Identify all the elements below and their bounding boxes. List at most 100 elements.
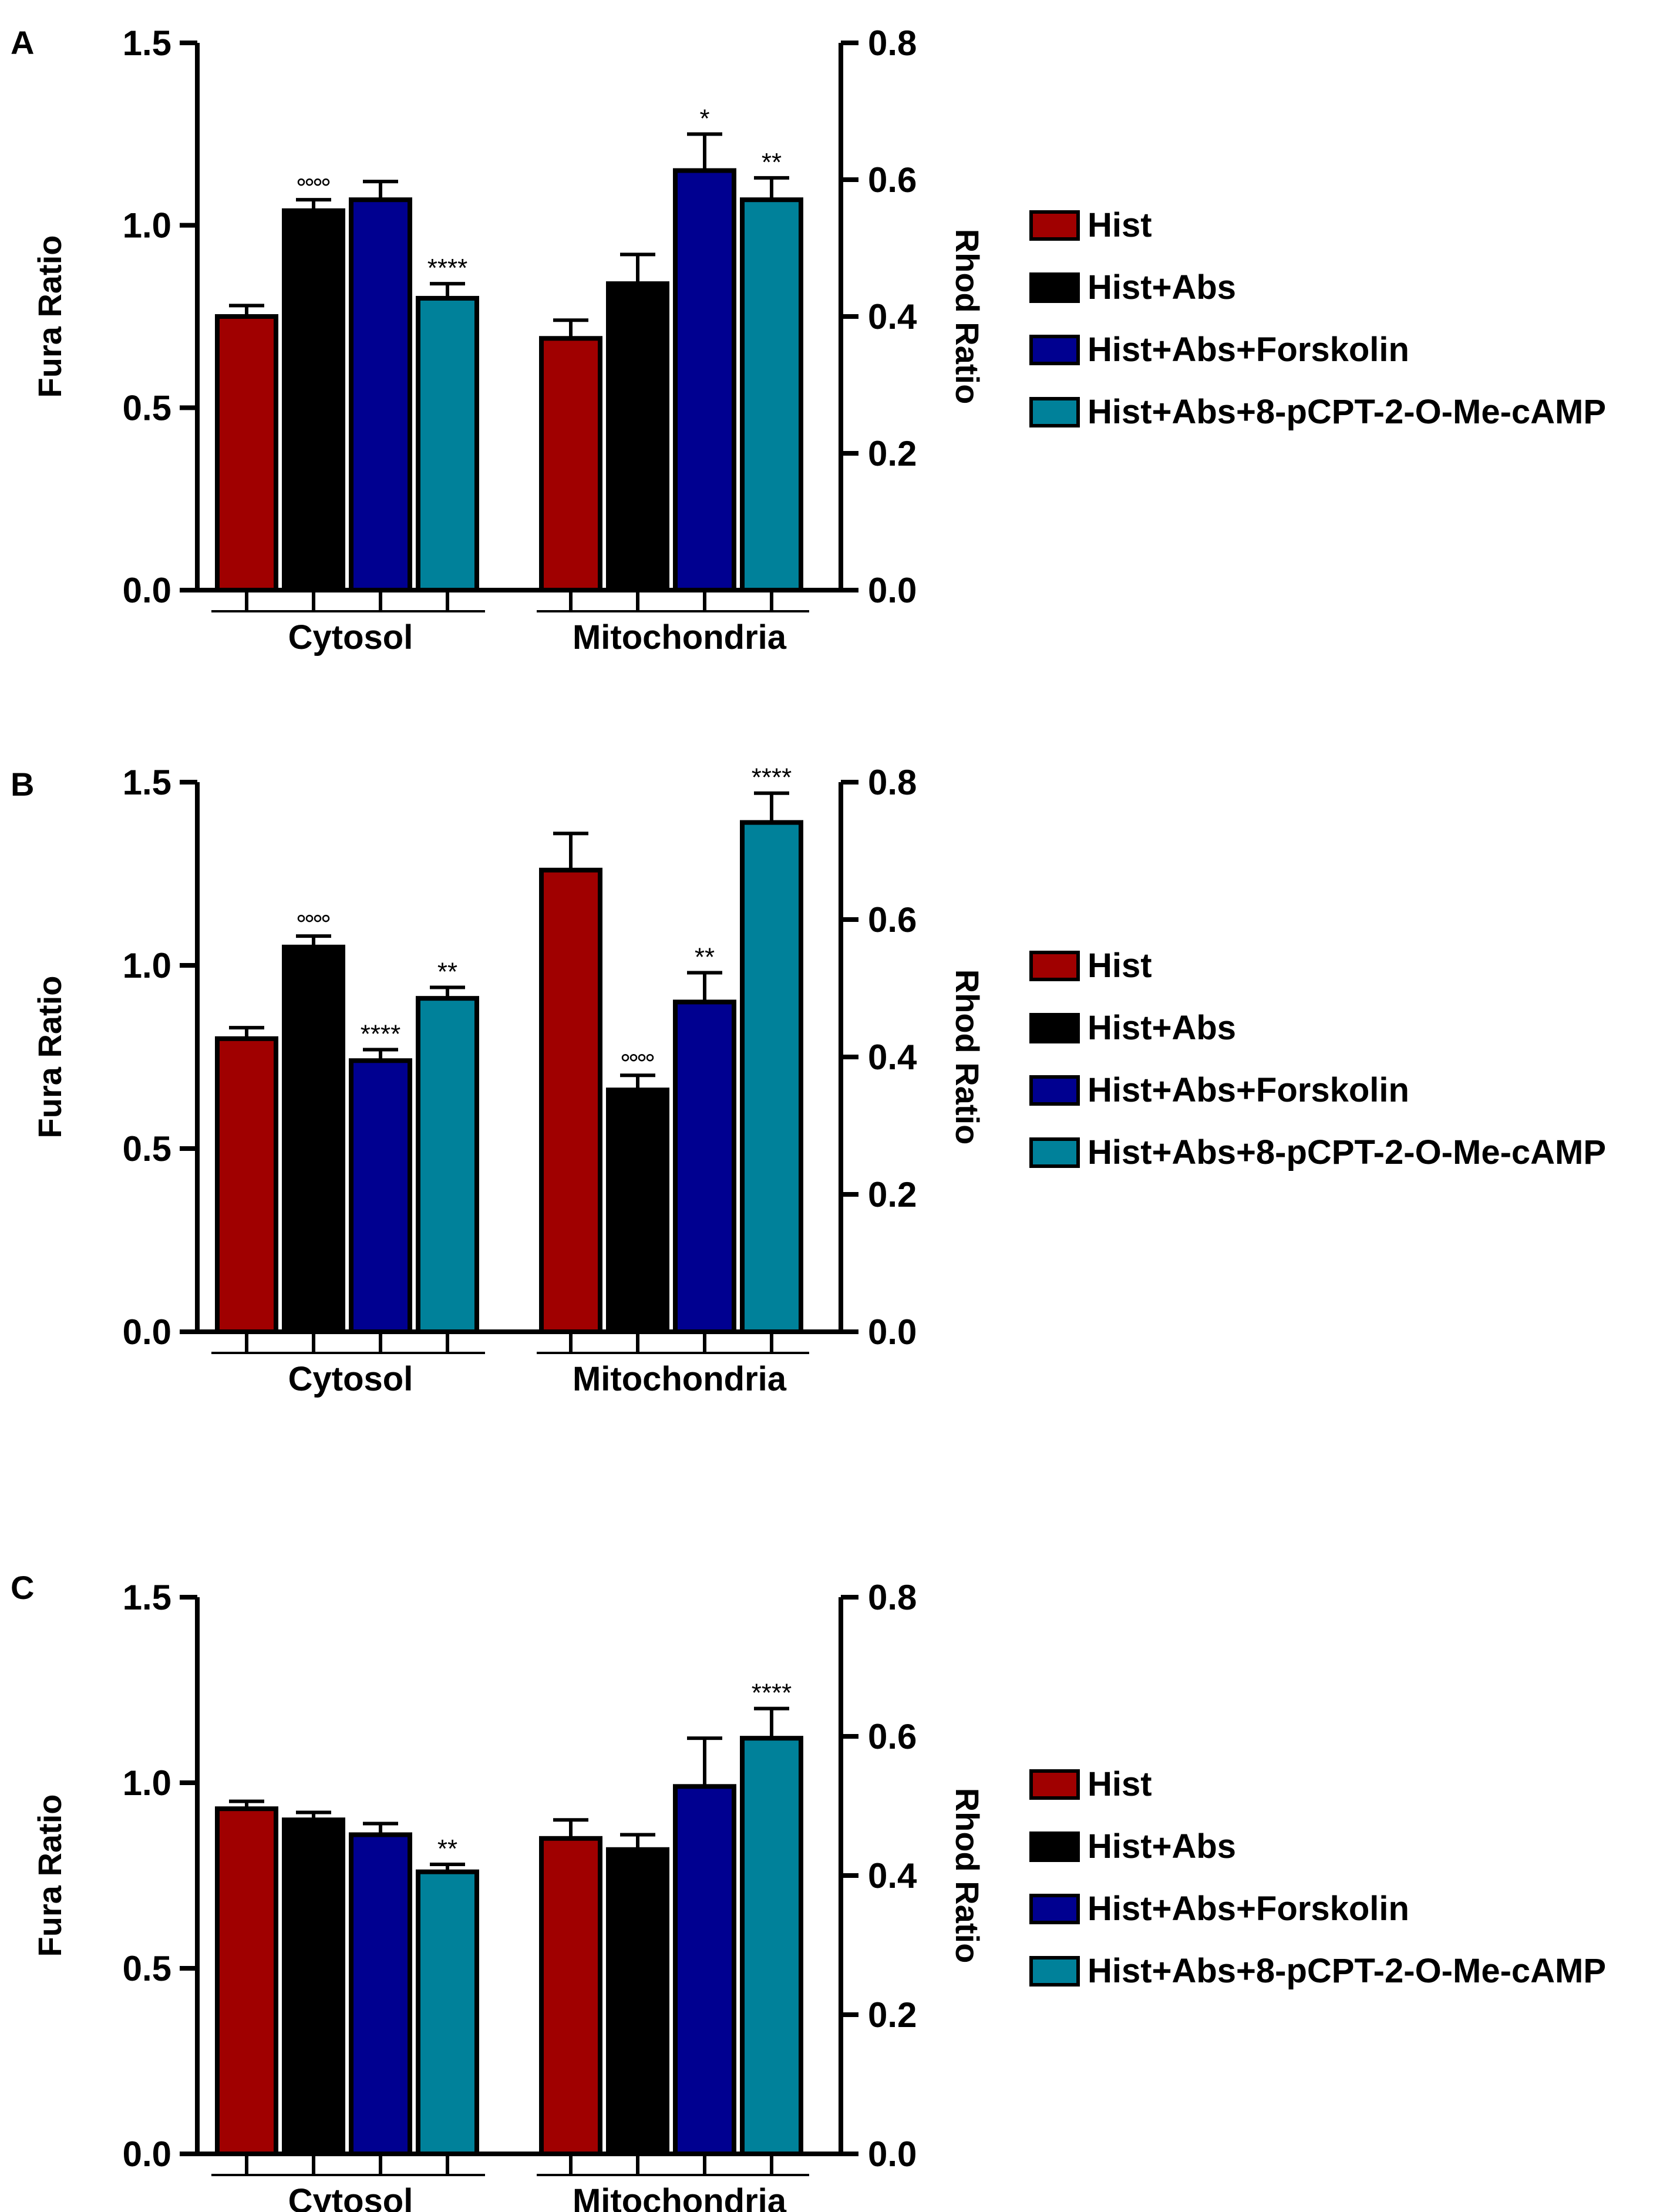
legend-swatch	[1029, 1769, 1080, 1800]
left-y-tick-label: 1.0	[123, 1763, 171, 1803]
right-y-tick-label: 0.6	[868, 1717, 917, 1756]
legend-swatch	[1029, 1013, 1080, 1043]
legend-swatch	[1029, 1956, 1080, 1987]
legend-swatch	[1029, 1831, 1080, 1862]
legend-label: Hist+Abs+8-pCPT-2-O-Me-cAMP	[1087, 1952, 1606, 1990]
left-y-tick-label: 1.0	[123, 206, 171, 245]
left-y-tick-label: 0.5	[123, 1129, 171, 1169]
significance-stars: ****	[361, 1020, 401, 1049]
significance-circle	[638, 1053, 646, 1062]
left-y-tick-label: 1.5	[123, 763, 171, 802]
significance-circle	[621, 1053, 629, 1062]
right-y-tick-label: 0.6	[868, 160, 917, 200]
legend-label: Hist+Abs	[1087, 1009, 1236, 1047]
right-y-tick-label: 0.4	[868, 1856, 917, 1895]
bar-hist-abs-mitochondria	[606, 281, 669, 592]
significance-circle	[646, 1053, 654, 1062]
significance-circle	[322, 178, 330, 186]
category-label: Cytosol	[288, 2182, 413, 2212]
legend-swatch	[1029, 210, 1080, 241]
significance-circles	[621, 1053, 654, 1062]
legend-swatch	[1029, 951, 1080, 981]
significance-circle	[322, 914, 330, 922]
bar-hist-mitochondria	[539, 1836, 602, 2157]
right-y-axis-title: Rhod Ratio	[949, 229, 986, 405]
significance-circle	[297, 178, 305, 186]
right-y-tick-label: 0.8	[868, 23, 917, 63]
left-y-axis-title: Fura Ratio	[31, 1794, 68, 1957]
right-y-axis-title: Rhod Ratio	[949, 1788, 986, 1964]
bar-hist-cytosol	[215, 1036, 278, 1335]
significance-stars: ****	[427, 254, 468, 282]
bar-hist-abs-mitochondria	[606, 1847, 669, 2156]
left-y-tick-label: 0.0	[123, 571, 171, 610]
legend-label: Hist+Abs+Forskolin	[1087, 331, 1409, 369]
right-y-tick-label: 0.8	[868, 1578, 917, 1617]
legend-swatch	[1029, 1075, 1080, 1106]
right-y-tick-label: 0.6	[868, 900, 917, 940]
bar-hist-abs-8-pcpt-2-o-me-camp-cytosol	[416, 1869, 479, 2156]
right-y-tick-label: 0.2	[868, 434, 917, 473]
bar-hist-abs-forskolin-cytosol	[349, 197, 412, 592]
legend-swatch	[1029, 335, 1080, 365]
chart-panel-a: A 0.0 0.5 1.0 1.5 0.0 0.2 0.4 0.6 0.8 Fura Ratio Rh…	[11, 23, 1606, 656]
bar-hist-mitochondria	[539, 336, 602, 593]
right-y-tick-label: 0.4	[868, 297, 917, 336]
bar-hist-abs-forskolin-cytosol	[349, 1832, 412, 2156]
legend-label: Hist+Abs	[1087, 1827, 1236, 1866]
right-y-tick-label: 0.2	[868, 1175, 917, 1214]
bar-hist-abs-cytosol	[282, 208, 345, 592]
bar-hist-abs-cytosol	[282, 1817, 345, 2156]
bar-hist-abs-8-pcpt-2-o-me-camp-cytosol	[416, 295, 479, 592]
chart-panel-c: C 0.0 0.5 1.0 1.5 0.0 0.2 0.4 0.6 0.8 Fura Ratio Rh…	[11, 1569, 1606, 2212]
legend-label: Hist	[1087, 206, 1152, 244]
left-y-axis-title: Fura Ratio	[31, 976, 68, 1139]
bar-hist-abs-cytosol	[282, 944, 345, 1335]
bar-hist-abs-8-pcpt-2-o-me-camp-mitochondria	[740, 197, 803, 592]
left-y-tick-label: 1.0	[123, 946, 171, 985]
right-y-axis-title: Rhod Ratio	[949, 969, 986, 1145]
bar-hist-mitochondria	[539, 867, 602, 1334]
legend-swatch	[1029, 272, 1080, 303]
left-y-tick-label: 0.0	[123, 2134, 171, 2174]
bar-hist-cytosol	[215, 314, 278, 592]
bar-hist-abs-forskolin-mitochondria	[673, 999, 736, 1334]
significance-stars: ****	[752, 763, 792, 792]
significance-circle	[314, 914, 322, 922]
panel-letter: C	[11, 1569, 34, 1606]
significance-circle	[297, 914, 305, 922]
left-y-tick-label: 1.5	[123, 1578, 171, 1617]
bar-hist-abs-8-pcpt-2-o-me-camp-cytosol	[416, 996, 479, 1335]
panel-letter: B	[11, 766, 34, 803]
legend-label: Hist+Abs+8-pCPT-2-O-Me-cAMP	[1087, 393, 1606, 431]
left-y-tick-label: 1.5	[123, 23, 171, 63]
legend-label: Hist	[1087, 947, 1152, 985]
right-y-tick-label: 0.0	[868, 571, 917, 610]
right-y-tick-label: 0.0	[868, 2134, 917, 2174]
legend-swatch	[1029, 1137, 1080, 1168]
right-y-tick-label: 0.8	[868, 763, 917, 802]
left-y-axis-title: Fura Ratio	[31, 235, 68, 398]
bar-hist-abs-forskolin-mitochondria	[673, 168, 736, 592]
legend-label: Hist+Abs+8-pCPT-2-O-Me-cAMP	[1087, 1133, 1606, 1171]
bar-hist-cytosol	[215, 1806, 278, 2156]
chart-panel-b: B 0.0 0.5 1.0 1.5 0.0 0.2 0.4 0.6 0.8 Fura Ratio Rh…	[11, 763, 1606, 1398]
significance-circle	[305, 178, 314, 186]
significance-stars: **	[762, 148, 782, 177]
significance-stars: **	[437, 957, 457, 986]
significance-circles	[297, 178, 330, 186]
left-y-tick-label: 0.0	[123, 1312, 171, 1352]
right-y-tick-label: 0.4	[868, 1038, 917, 1077]
bar-hist-abs-mitochondria	[606, 1088, 669, 1335]
bar-hist-abs-8-pcpt-2-o-me-camp-mitochondria	[740, 820, 803, 1334]
bar-hist-abs-forskolin-cytosol	[349, 1058, 412, 1334]
category-label: Mitochondria	[573, 2182, 787, 2212]
left-y-tick-label: 0.5	[123, 388, 171, 427]
left-y-tick-label: 0.5	[123, 1949, 171, 1988]
category-label: Mitochondria	[573, 1360, 787, 1398]
significance-stars: *	[699, 104, 709, 133]
legend-label: Hist	[1087, 1765, 1152, 1803]
significance-stars: **	[437, 1834, 457, 1863]
legend-swatch	[1029, 1894, 1080, 1924]
